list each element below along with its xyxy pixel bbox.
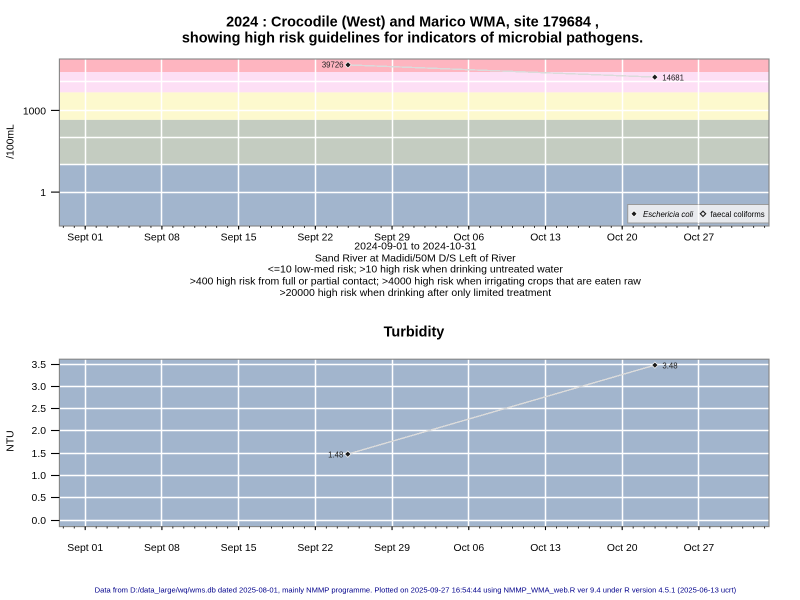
svg-text:1: 1 <box>40 188 46 199</box>
svg-text:1.5: 1.5 <box>32 449 47 460</box>
svg-text:Data from D:/data_large/wq/wms: Data from D:/data_large/wq/wms.db dated … <box>95 586 737 595</box>
svg-text:/100mL: /100mL <box>6 124 17 159</box>
svg-text:>400 high risk from full or pa: >400 high risk from full or partial cont… <box>190 276 642 288</box>
svg-text:Sept 29: Sept 29 <box>374 543 410 554</box>
svg-text:Sept 08: Sept 08 <box>144 233 180 244</box>
svg-text:Oct 13: Oct 13 <box>530 233 561 244</box>
svg-text:NTU: NTU <box>6 430 17 451</box>
svg-text:Eschericia coli: Eschericia coli <box>643 210 693 219</box>
svg-text:Sept 08: Sept 08 <box>144 543 180 554</box>
svg-text:Sept 22: Sept 22 <box>297 233 333 244</box>
svg-text:1000: 1000 <box>23 107 46 118</box>
svg-text:Sept 22: Sept 22 <box>297 543 333 554</box>
svg-text:Oct 20: Oct 20 <box>607 543 638 554</box>
svg-text:Sept 15: Sept 15 <box>221 543 257 554</box>
svg-text:Sand River at Madidi/50M D/S L: Sand River at Madidi/50M D/S Left of Riv… <box>315 252 516 264</box>
svg-text:2024-09-01 to 2024-10-31: 2024-09-01 to 2024-10-31 <box>354 241 476 253</box>
svg-text:2.5: 2.5 <box>32 404 47 415</box>
svg-text:3.0: 3.0 <box>32 382 47 393</box>
svg-text:Oct 27: Oct 27 <box>684 543 715 554</box>
svg-text:Sept 15: Sept 15 <box>221 233 257 244</box>
svg-text:14681: 14681 <box>662 73 684 82</box>
svg-text:Oct 06: Oct 06 <box>453 543 484 554</box>
svg-text:39726: 39726 <box>322 61 344 70</box>
svg-text:3.5: 3.5 <box>32 360 47 371</box>
svg-text:0.5: 0.5 <box>32 493 47 504</box>
svg-text:1.0: 1.0 <box>32 471 47 482</box>
svg-text:2.0: 2.0 <box>32 426 47 437</box>
svg-text:Oct 06: Oct 06 <box>453 233 484 244</box>
svg-text:Turbidity: Turbidity <box>384 325 445 341</box>
svg-text:0.0: 0.0 <box>32 516 47 527</box>
svg-text:Sept 01: Sept 01 <box>67 543 103 554</box>
svg-text:<=10 low-med risk; >10 high ri: <=10 low-med risk; >10 high risk when dr… <box>268 264 564 276</box>
svg-text:>20000 high risk when drinking: >20000 high risk when drinking after onl… <box>279 287 551 299</box>
svg-text:Oct 27: Oct 27 <box>684 233 715 244</box>
svg-text:faecal coliforms: faecal coliforms <box>711 210 765 219</box>
svg-text:showing high risk guidelines f: showing high risk guidelines for indicat… <box>182 31 643 47</box>
svg-text:Sept 29: Sept 29 <box>374 233 410 244</box>
svg-text:Oct 20: Oct 20 <box>607 233 638 244</box>
svg-text:Oct 13: Oct 13 <box>530 543 561 554</box>
svg-text:2024 : Crocodile (West) and Ma: 2024 : Crocodile (West) and Marico WMA, … <box>226 14 599 30</box>
svg-text:1.48: 1.48 <box>328 450 343 459</box>
svg-text:Sept 01: Sept 01 <box>67 233 103 244</box>
svg-text:3.48: 3.48 <box>662 361 677 370</box>
